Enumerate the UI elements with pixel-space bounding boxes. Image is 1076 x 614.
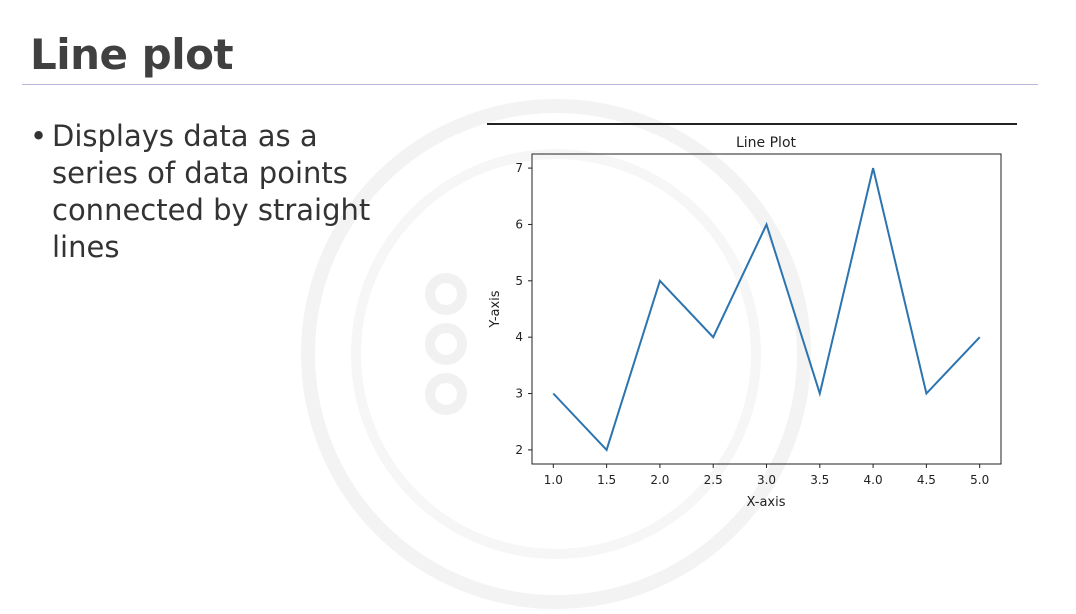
slide-title: Line plot bbox=[30, 30, 234, 79]
y-tick-label: 5 bbox=[515, 274, 523, 288]
chart-top-rule bbox=[487, 123, 1017, 125]
x-tick-label: 4.5 bbox=[917, 473, 936, 487]
x-tick-label: 5.0 bbox=[970, 473, 989, 487]
x-tick-label: 1.0 bbox=[544, 473, 563, 487]
y-tick-label: 3 bbox=[515, 387, 523, 401]
axis-ticks: 1.0 1.5 2.0 2.5 3.0 3.5 4.0 4.5 5.0 2 3 4 5 6 7 bbox=[515, 161, 989, 487]
title-divider bbox=[22, 84, 1038, 85]
y-tick-label: 2 bbox=[515, 443, 523, 457]
chart-title: Line Plot bbox=[736, 135, 797, 151]
line-chart: Line Plot 1.0 1.5 2.0 2.5 3.0 3.5 4.0 4.5 5.0 2 3 4… bbox=[488, 135, 1002, 510]
x-tick-label: 1.5 bbox=[597, 473, 616, 487]
plot-frame bbox=[531, 153, 1002, 465]
bullet-point: • Displays data as a series of data poin… bbox=[30, 118, 430, 266]
series-line bbox=[552, 167, 981, 452]
y-axis-label: Y-axis bbox=[488, 290, 503, 328]
x-tick-label: 3.0 bbox=[757, 473, 776, 487]
y-tick-label: 6 bbox=[515, 217, 523, 231]
bullet-text: Displays data as a series of data points… bbox=[52, 119, 371, 264]
x-tick-label: 3.5 bbox=[810, 473, 829, 487]
x-tick-label: 4.0 bbox=[864, 473, 883, 487]
bullet-dot: • bbox=[30, 119, 48, 153]
y-tick-label: 7 bbox=[515, 161, 523, 175]
y-tick-label: 4 bbox=[515, 330, 523, 344]
x-axis-label: X-axis bbox=[747, 495, 786, 510]
x-tick-label: 2.0 bbox=[650, 473, 669, 487]
x-tick-label: 2.5 bbox=[704, 473, 723, 487]
